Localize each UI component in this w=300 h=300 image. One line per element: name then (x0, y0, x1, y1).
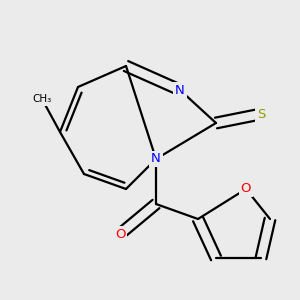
Text: N: N (175, 83, 185, 97)
Text: N: N (151, 152, 161, 166)
Text: S: S (257, 107, 265, 121)
Text: O: O (241, 182, 251, 196)
Text: CH₃: CH₃ (32, 94, 52, 104)
Text: O: O (115, 227, 125, 241)
